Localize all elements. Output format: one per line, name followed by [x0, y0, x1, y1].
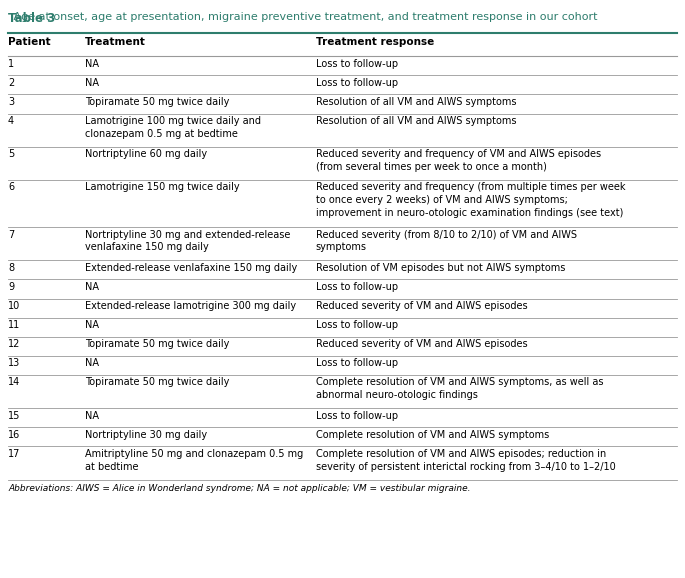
Text: 16: 16 — [8, 430, 21, 440]
Text: 14: 14 — [8, 377, 21, 387]
Text: 17: 17 — [8, 449, 21, 459]
Text: Reduced severity of VM and AIWS episodes: Reduced severity of VM and AIWS episodes — [316, 301, 527, 311]
Text: 12: 12 — [8, 339, 21, 349]
Text: NA: NA — [85, 320, 99, 330]
Text: NA: NA — [85, 282, 99, 292]
Text: Table 3: Table 3 — [8, 12, 55, 25]
Text: Reduced severity (from 8/10 to 2/10) of VM and AIWS
symptoms: Reduced severity (from 8/10 to 2/10) of … — [316, 229, 577, 253]
Text: 9: 9 — [8, 282, 14, 292]
Text: 8: 8 — [8, 263, 14, 273]
Text: Loss to follow-up: Loss to follow-up — [316, 282, 398, 292]
Text: Nortriptyline 60 mg daily: Nortriptyline 60 mg daily — [85, 149, 207, 159]
Text: Loss to follow-up: Loss to follow-up — [316, 59, 398, 69]
Text: NA: NA — [85, 410, 99, 421]
Text: Complete resolution of VM and AIWS episodes; reduction in
severity of persistent: Complete resolution of VM and AIWS episo… — [316, 449, 616, 472]
Text: Patient: Patient — [8, 37, 51, 47]
Text: Reduced severity and frequency (from multiple times per week
to once every 2 wee: Reduced severity and frequency (from mul… — [316, 183, 625, 218]
Text: 2: 2 — [8, 78, 14, 88]
Text: 6: 6 — [8, 183, 14, 192]
Text: NA: NA — [85, 59, 99, 69]
Text: 10: 10 — [8, 301, 21, 311]
Text: 15: 15 — [8, 410, 21, 421]
Text: Amitriptyline 50 mg and clonazepam 0.5 mg
at bedtime: Amitriptyline 50 mg and clonazepam 0.5 m… — [85, 449, 303, 472]
Text: Reduced severity of VM and AIWS episodes: Reduced severity of VM and AIWS episodes — [316, 339, 527, 349]
Text: Age at onset, age at presentation, migraine preventive treatment, and treatment : Age at onset, age at presentation, migra… — [10, 12, 597, 22]
Text: 1: 1 — [8, 59, 14, 69]
Text: NA: NA — [85, 78, 99, 88]
Text: Complete resolution of VM and AIWS symptoms: Complete resolution of VM and AIWS sympt… — [316, 430, 549, 440]
Text: 7: 7 — [8, 229, 14, 240]
Text: Nortriptyline 30 mg daily: Nortriptyline 30 mg daily — [85, 430, 207, 440]
Text: Topiramate 50 mg twice daily: Topiramate 50 mg twice daily — [85, 97, 229, 107]
Text: Lamotrigine 100 mg twice daily and
clonazepam 0.5 mg at bedtime: Lamotrigine 100 mg twice daily and clona… — [85, 116, 261, 139]
Text: 11: 11 — [8, 320, 21, 330]
Text: 4: 4 — [8, 116, 14, 126]
Text: Topiramate 50 mg twice daily: Topiramate 50 mg twice daily — [85, 339, 229, 349]
Text: Extended-release lamotrigine 300 mg daily: Extended-release lamotrigine 300 mg dail… — [85, 301, 296, 311]
Text: 5: 5 — [8, 149, 14, 159]
Text: 13: 13 — [8, 358, 21, 368]
Text: Topiramate 50 mg twice daily: Topiramate 50 mg twice daily — [85, 377, 229, 387]
Text: Abbreviations: AIWS = Alice in Wonderland syndrome; NA = not applicable; VM = ve: Abbreviations: AIWS = Alice in Wonderlan… — [8, 484, 471, 492]
Text: 3: 3 — [8, 97, 14, 107]
Text: Resolution of all VM and AIWS symptoms: Resolution of all VM and AIWS symptoms — [316, 116, 516, 126]
Text: Lamotrigine 150 mg twice daily: Lamotrigine 150 mg twice daily — [85, 183, 240, 192]
Text: Loss to follow-up: Loss to follow-up — [316, 78, 398, 88]
Text: Loss to follow-up: Loss to follow-up — [316, 410, 398, 421]
Text: Complete resolution of VM and AIWS symptoms, as well as
abnormal neuro-otologic : Complete resolution of VM and AIWS sympt… — [316, 377, 603, 401]
Text: Treatment response: Treatment response — [316, 37, 434, 47]
Text: Resolution of VM episodes but not AIWS symptoms: Resolution of VM episodes but not AIWS s… — [316, 263, 565, 273]
Text: Treatment: Treatment — [85, 37, 146, 47]
Text: Reduced severity and frequency of VM and AIWS episodes
(from several times per w: Reduced severity and frequency of VM and… — [316, 149, 601, 172]
Text: NA: NA — [85, 358, 99, 368]
Text: Nortriptyline 30 mg and extended-release
venlafaxine 150 mg daily: Nortriptyline 30 mg and extended-release… — [85, 229, 290, 253]
Text: Extended-release venlafaxine 150 mg daily: Extended-release venlafaxine 150 mg dail… — [85, 263, 297, 273]
Text: Loss to follow-up: Loss to follow-up — [316, 358, 398, 368]
Text: Loss to follow-up: Loss to follow-up — [316, 320, 398, 330]
Text: Resolution of all VM and AIWS symptoms: Resolution of all VM and AIWS symptoms — [316, 97, 516, 107]
